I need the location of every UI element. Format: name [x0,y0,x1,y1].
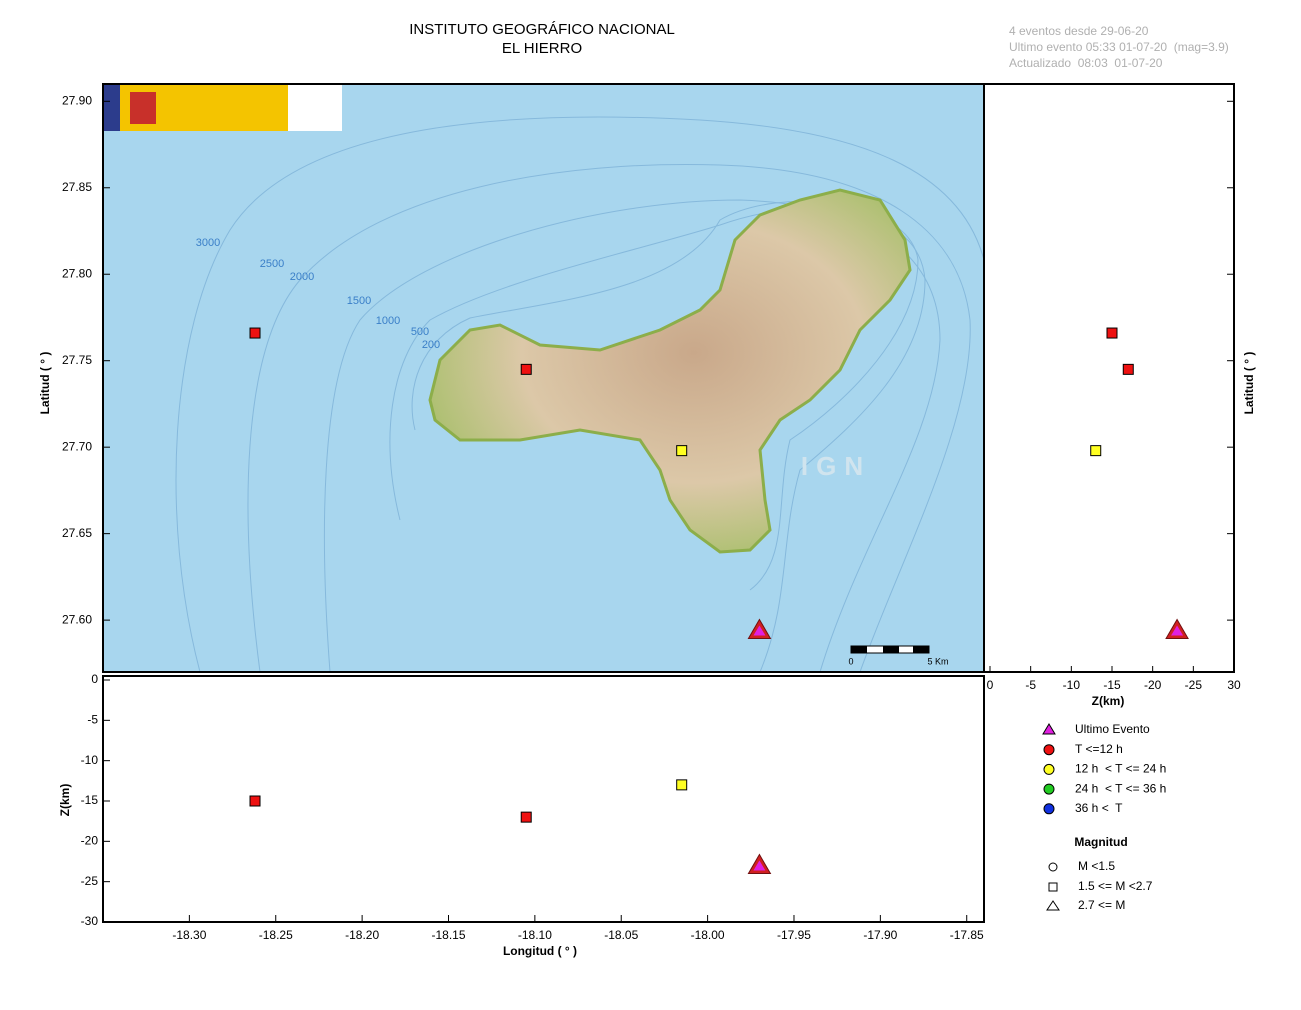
contour-label: 1000 [376,315,400,327]
scale-label: 0 [848,656,853,666]
info-line: Actualizado 08:03 01-07-20 [1009,56,1163,70]
event-map [249,327,261,339]
info-line: 4 eventos desde 29-06-20 [1009,24,1149,38]
scale-label: 5 Km [927,656,948,666]
legend-label: 36 h < T [1075,801,1123,815]
x-tick-label: -18.05 [604,928,638,942]
event-depth-lat [1122,363,1134,375]
y-tick-label: 27.65 [62,526,92,540]
y-tick-label: 27.85 [62,180,92,194]
depth-lon-frame [102,675,985,923]
x-tick-label: -18.20 [345,928,379,942]
magnitude-title: Magnitud [1074,835,1127,849]
z-side-tick-label: -5 [1025,678,1036,692]
legend-marker [1042,723,1056,735]
x-tick-label: -17.90 [863,928,897,942]
event-depth-lon-core [753,860,766,871]
contour-label: 2500 [260,258,284,270]
z-axis-label: Z(km) [58,784,72,817]
legend-marker [1043,803,1055,815]
x-axis-label: Longitud ( ° ) [503,944,577,958]
x-tick-label: -18.00 [691,928,725,942]
event-map [676,445,688,457]
magnitude-symbol [1046,900,1060,911]
z-tick-label: -20 [81,834,99,848]
x-tick-label: -18.30 [172,928,206,942]
y-tick-label: 27.60 [62,612,92,626]
legend-marker [1043,783,1055,795]
y-tick-label: 27.70 [62,439,92,453]
z-side-tick-label: 30 [1227,678,1241,692]
y-tick-label: 27.90 [62,93,92,107]
event-depth-lon [676,779,688,791]
event-depth-lat-core [1171,625,1184,636]
magnitude-symbol [1048,862,1058,872]
z-side-tick-label: -20 [1144,678,1162,692]
z-side-tick-label: -15 [1103,678,1121,692]
magnitude-label: 1.5 <= M <2.7 [1078,879,1153,893]
legend-label: 24 h < T <= 36 h [1075,781,1166,795]
event-depth-lon [249,795,261,807]
subtitle: EL HIERRO [502,40,582,57]
island [428,188,912,554]
z-side-tick-label: 0 [987,678,994,692]
legend-label: 12 h < T <= 24 h [1075,762,1166,776]
x-tick-label: -18.15 [431,928,465,942]
magnitude-label: M <1.5 [1078,859,1115,873]
event-depth-lon [520,811,532,823]
scale-bar [850,645,930,654]
event-map [520,363,532,375]
contour-label: 2000 [290,271,314,283]
x-tick-label: -18.25 [259,928,293,942]
map [103,84,984,672]
z-side-tick-label: -25 [1185,678,1203,692]
depth-lat-frame [983,83,1235,673]
z-tick-label: 0 [91,672,98,686]
magnitude-label: 2.7 <= M [1078,898,1125,912]
contour-label: 3000 [196,237,220,249]
x-tick-label: -18.10 [518,928,552,942]
event-depth-lat [1106,327,1118,339]
logo-emblem [130,92,156,124]
event-depth-lat [1090,445,1102,457]
info-line: Ultimo evento 05:33 01-07-20 (mag=3.9) [1009,40,1229,54]
event-map-core [753,625,766,636]
z-tick-label: -15 [81,793,99,807]
z-tick-label: -5 [87,713,98,727]
title: INSTITUTO GEOGRÁFICO NACIONAL [409,21,675,38]
z-tick-label: -10 [81,753,99,767]
legend-marker [1043,744,1055,756]
legend-label: Ultimo Evento [1075,722,1150,736]
x-tick-label: -17.85 [950,928,984,942]
x-tick-label: -17.95 [777,928,811,942]
y-axis-label-right: Latitud ( ° ) [1242,352,1256,415]
z-tick-label: -30 [81,914,99,928]
legend-label: T <=12 h [1075,742,1123,756]
watermark: IGN [801,451,871,481]
y-tick-label: 27.75 [62,353,92,367]
z-side-tick-label: -10 [1063,678,1081,692]
z-axis-label-side: Z(km) [1092,694,1125,708]
legend-marker [1043,763,1055,775]
contour-label: 200 [422,339,440,351]
logo-flag [103,84,120,131]
magnitude-symbol [1048,882,1058,892]
y-tick-label: 27.80 [62,266,92,280]
contour-label: 1500 [347,295,371,307]
y-axis-label: Latitud ( ° ) [38,352,52,415]
contour-label: 500 [411,326,429,338]
z-tick-label: -25 [81,874,99,888]
